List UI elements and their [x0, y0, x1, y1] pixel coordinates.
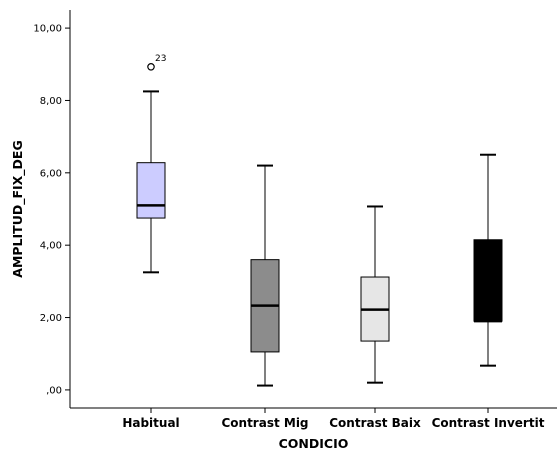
- x-tick-label: Contrast Baix: [329, 416, 421, 430]
- box-iqr: [473, 239, 503, 322]
- boxes: 23: [136, 54, 503, 387]
- x-tick-label: Contrast Invertit: [432, 416, 545, 430]
- labels: ,00 2,00 4,00 6,00 8,00 10,00 Habitual Contrast…: [33, 24, 544, 430]
- x-tick-label: Habitual: [122, 416, 179, 430]
- y-tick-label: 4,00: [40, 241, 62, 252]
- y-tick-label: 2,00: [40, 313, 62, 324]
- box-contrast-baix: [360, 205, 390, 384]
- axes: [65, 10, 557, 413]
- y-axis-title: AMPLITUD_FIX_DEG: [10, 140, 26, 277]
- box-iqr: [136, 162, 166, 219]
- box-contrast-mig: [250, 164, 280, 387]
- box-contrast-invertit: [473, 153, 503, 367]
- outlier-point: [147, 63, 155, 71]
- y-tick-label: 10,00: [33, 24, 62, 35]
- y-tick-label: ,00: [46, 385, 62, 396]
- y-tick-label: 8,00: [40, 96, 62, 107]
- x-tick-label: Contrast Mig: [221, 416, 308, 430]
- box-habitual: 23: [136, 54, 166, 274]
- x-axis-title: CONDICIO: [279, 436, 349, 451]
- outlier-label: 23: [155, 54, 166, 64]
- y-tick-label: 6,00: [40, 168, 62, 179]
